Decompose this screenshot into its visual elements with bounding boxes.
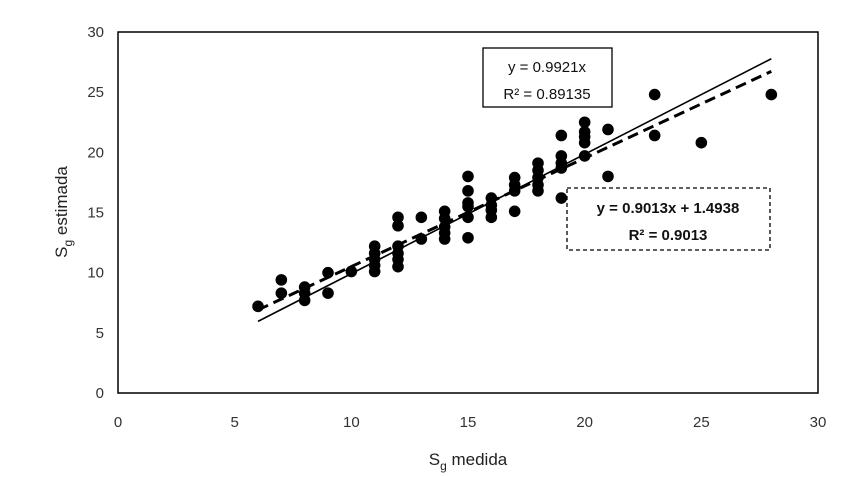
x-axis-title: Sg medida bbox=[429, 450, 508, 473]
y-axis-title-rest: estimada bbox=[52, 166, 71, 240]
data-point bbox=[368, 240, 381, 252]
x-tick-label: 25 bbox=[693, 414, 710, 431]
x-axis-title-rest: medida bbox=[447, 450, 508, 469]
data-point bbox=[508, 171, 521, 184]
dashed-equation-line1: y = 0.9013x + 1.4938 bbox=[597, 200, 740, 217]
data-point bbox=[602, 123, 614, 136]
solid-equation-line2: R² = 0.89135 bbox=[503, 86, 590, 103]
y-axis-title-main: S bbox=[52, 247, 71, 258]
x-tick-label: 5 bbox=[230, 414, 238, 431]
x-tick-label: 10 bbox=[343, 414, 360, 431]
data-point bbox=[555, 129, 568, 142]
solid-equation-line1: y = 0.9921x bbox=[508, 59, 586, 76]
x-tick-label: 0 bbox=[114, 414, 122, 431]
solid-equation-box: y = 0.9921x R² = 0.89135 bbox=[482, 47, 613, 108]
data-point bbox=[392, 219, 404, 232]
data-point bbox=[392, 211, 404, 224]
data-point bbox=[648, 88, 661, 101]
data-point bbox=[765, 88, 778, 101]
data-point bbox=[462, 170, 474, 183]
data-point bbox=[275, 287, 288, 299]
y-tick-label: 5 bbox=[96, 325, 104, 342]
x-axis-title-main: S bbox=[429, 450, 440, 469]
data-point bbox=[462, 197, 474, 209]
solid-trend-line bbox=[257, 58, 772, 323]
y-axis-title-subscript: g bbox=[61, 240, 75, 247]
data-points bbox=[252, 88, 778, 313]
dashed-equation-box: y = 0.9013x + 1.4938 R² = 0.9013 bbox=[566, 187, 771, 251]
y-tick-label: 0 bbox=[96, 385, 104, 402]
data-point bbox=[602, 170, 614, 183]
data-point bbox=[252, 300, 264, 313]
data-point bbox=[275, 274, 288, 286]
x-axis-ticks: 0 5 10 15 20 25 30 bbox=[114, 414, 827, 431]
solid-equation-frame bbox=[482, 47, 613, 108]
data-point bbox=[555, 192, 568, 204]
dashed-equation-frame bbox=[566, 187, 771, 251]
data-point bbox=[462, 231, 474, 244]
data-point bbox=[555, 150, 568, 162]
data-point bbox=[322, 266, 334, 279]
data-point bbox=[322, 287, 334, 299]
trend-lines bbox=[257, 58, 772, 323]
plot-area-frame bbox=[117, 31, 819, 394]
y-tick-label: 30 bbox=[87, 24, 104, 41]
y-axis-title: Sg estimada bbox=[52, 166, 75, 258]
data-point bbox=[648, 129, 661, 142]
y-tick-label: 25 bbox=[87, 84, 104, 101]
x-tick-label: 15 bbox=[460, 414, 477, 431]
dashed-equation-line2: R² = 0.9013 bbox=[629, 227, 708, 244]
data-point bbox=[578, 126, 591, 138]
data-point bbox=[508, 205, 521, 218]
y-tick-label: 20 bbox=[87, 144, 104, 161]
data-point bbox=[695, 136, 708, 149]
data-point bbox=[578, 116, 591, 129]
data-point bbox=[532, 157, 544, 169]
y-tick-label: 15 bbox=[87, 205, 104, 222]
x-tick-label: 20 bbox=[576, 414, 593, 431]
data-point bbox=[438, 205, 451, 218]
y-tick-label: 10 bbox=[87, 265, 104, 282]
x-tick-label: 30 bbox=[810, 414, 827, 431]
y-axis-ticks: 0 5 10 15 20 25 30 bbox=[87, 24, 104, 402]
dashed-trend-line bbox=[257, 69, 772, 312]
data-point bbox=[462, 185, 474, 197]
data-point bbox=[415, 211, 428, 224]
x-axis-title-subscript: g bbox=[440, 459, 447, 473]
